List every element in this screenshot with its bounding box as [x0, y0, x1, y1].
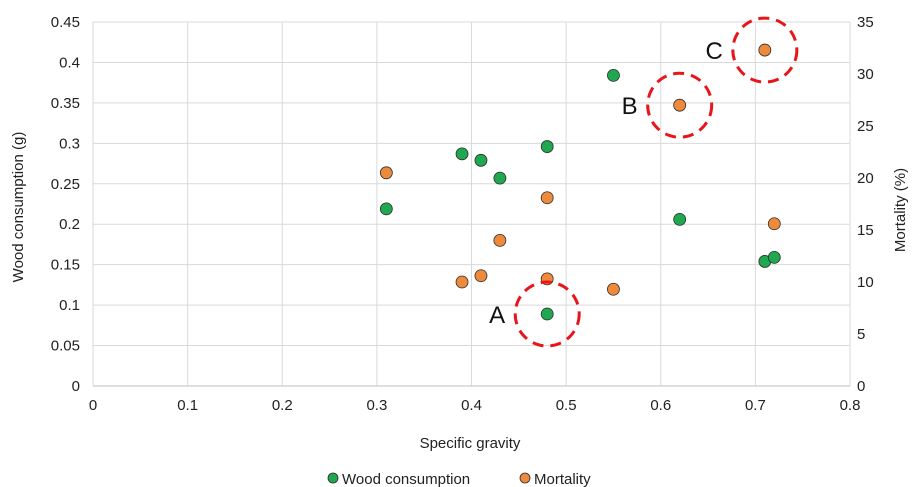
point-wood-consumption	[540, 140, 554, 153]
x-tick-label: 0.6	[650, 397, 671, 414]
point-mortality	[455, 275, 469, 289]
y2-tick-label: 0	[857, 378, 865, 395]
x-tick-label: 0.8	[840, 397, 861, 414]
legend-marker-wood-consumption	[327, 472, 339, 484]
y2-tick-label: 15	[857, 222, 874, 239]
x-tick-label: 0.2	[272, 397, 293, 414]
point-wood-consumption	[474, 153, 488, 167]
y2-axis-title: Mortality (%)	[892, 168, 909, 252]
callout-label-a: A	[489, 302, 505, 329]
legend: Wood consumption Mortality	[327, 471, 591, 487]
point-mortality	[493, 233, 507, 247]
callout-circle-a	[513, 280, 581, 348]
callout-circle-b	[646, 71, 714, 139]
point-mortality	[758, 43, 772, 57]
callout-label-c: C	[705, 38, 722, 65]
y-tick-label: 0	[72, 378, 80, 395]
x-tick-label: 0.4	[461, 397, 482, 414]
callout-circle-c	[731, 16, 799, 84]
point-mortality	[673, 98, 687, 112]
data-points	[379, 43, 781, 321]
y-tick-label: 0.25	[51, 176, 80, 193]
point-mortality	[540, 191, 554, 205]
x-axis-title: Specific gravity	[420, 435, 521, 452]
point-wood-consumption	[767, 250, 781, 264]
y-tick-label: 0.15	[51, 257, 80, 274]
legend-marker-mortality	[519, 472, 531, 484]
annotations: A B C	[489, 16, 799, 348]
y2-tick-label: 20	[857, 170, 874, 187]
y2-tick-label: 25	[857, 118, 874, 135]
point-wood-consumption	[540, 307, 554, 321]
point-wood-consumption	[455, 147, 469, 161]
y-tick-label: 0.35	[51, 95, 80, 112]
grid	[92, 21, 851, 387]
y2-tick-label: 10	[857, 274, 874, 291]
x-tick-label: 0.7	[745, 397, 766, 414]
x-tick-label: 0.3	[366, 397, 387, 414]
callout-label-b: B	[622, 93, 638, 120]
y2-axis-ticks: 0 5 10 15 20 25 30 35	[857, 14, 874, 395]
x-tick-label: 0.5	[556, 397, 577, 414]
point-mortality	[379, 166, 393, 180]
y2-tick-label: 5	[857, 326, 865, 343]
x-tick-label: 0	[89, 397, 97, 414]
y-axis-ticks: 0 0.05 0.1 0.15 0.2 0.25 0.3 0.35 0.4 0.45	[51, 14, 80, 395]
y-axis-title: Wood consumption (g)	[10, 132, 27, 283]
y-tick-label: 0.2	[59, 216, 80, 233]
y-tick-label: 0.05	[51, 338, 80, 355]
point-wood-consumption	[607, 68, 620, 82]
point-mortality	[474, 269, 488, 283]
y2-tick-label: 30	[857, 66, 874, 83]
legend-label-wood-consumption: Wood consumption	[342, 471, 470, 487]
y-tick-label: 0.1	[59, 297, 80, 314]
y2-tick-label: 35	[857, 14, 874, 31]
point-wood-consumption	[673, 212, 687, 226]
point-wood-consumption	[379, 202, 393, 216]
point-wood-consumption	[493, 171, 507, 185]
y-tick-label: 0.45	[51, 14, 80, 31]
y-tick-label: 0.3	[59, 135, 80, 152]
legend-label-mortality: Mortality	[534, 471, 591, 487]
point-mortality	[767, 217, 781, 231]
point-mortality	[607, 282, 620, 296]
x-tick-label: 0.1	[177, 397, 198, 414]
y-tick-label: 0.4	[59, 54, 80, 71]
x-axis-ticks: 0 0.1 0.2 0.3 0.4 0.5 0.6 0.7 0.8	[89, 397, 861, 414]
